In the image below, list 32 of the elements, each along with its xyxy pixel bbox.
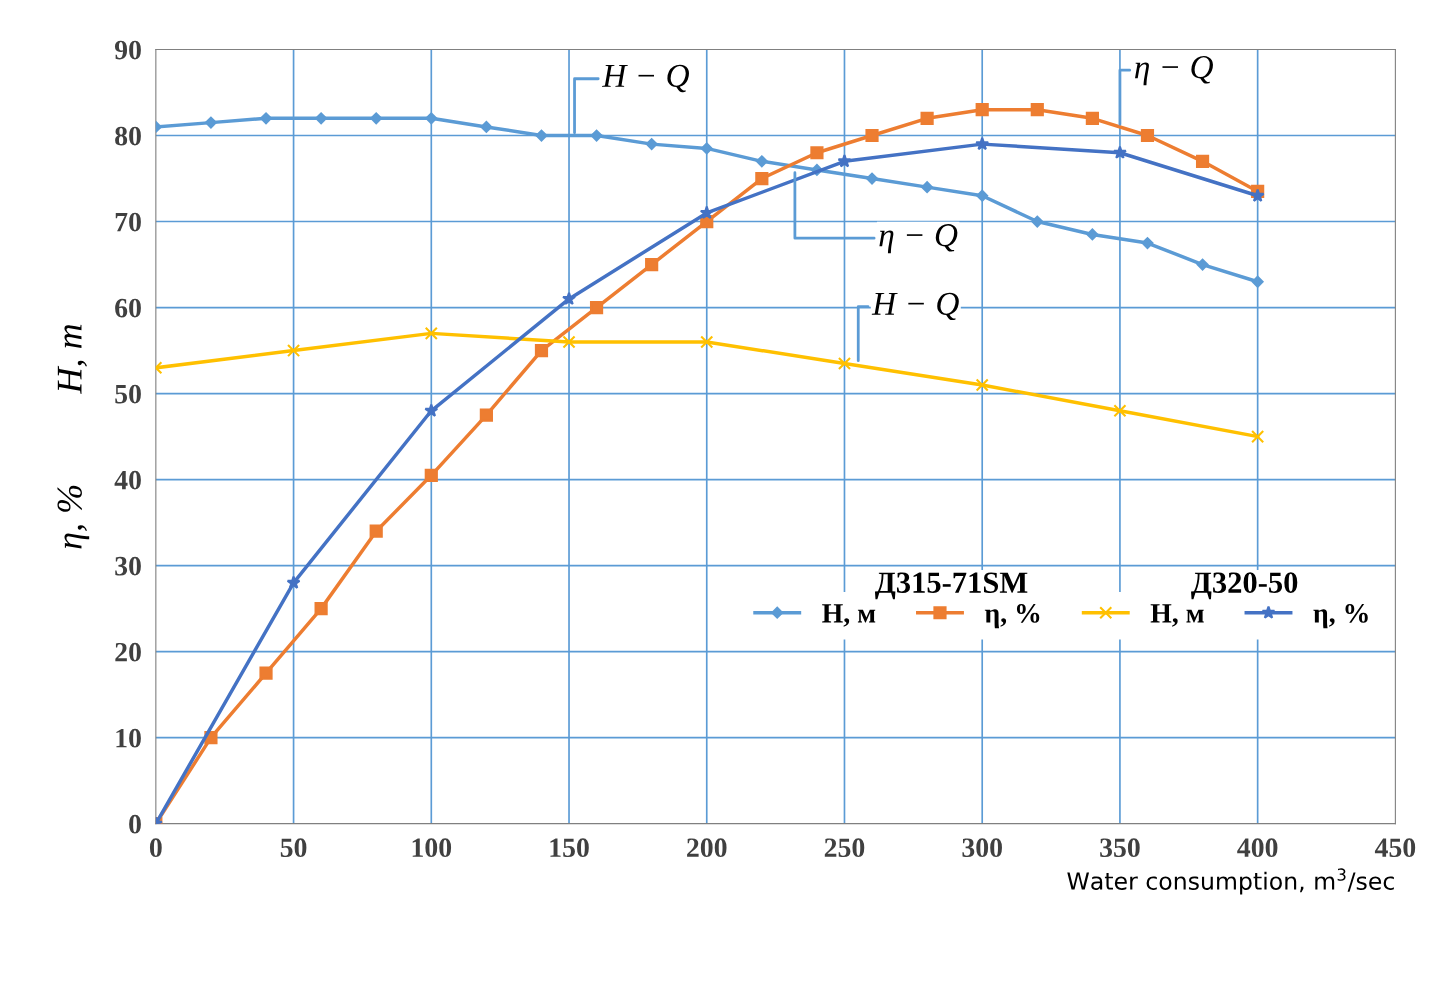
x-tick-label: 350: [1100, 838, 1140, 858]
annotation: η − Q: [1135, 56, 1213, 86]
annotation: Д315-71SM: [874, 572, 1028, 600]
x-tick-label: 200: [687, 838, 727, 858]
y-tick-label: 40: [114, 470, 141, 490]
annotation: η − Q: [879, 224, 958, 254]
x-tick-label: 450: [1374, 838, 1416, 858]
y-tick-label: 0: [129, 814, 141, 834]
y-tick-label: 10: [116, 728, 141, 748]
annotation: H − Q: [601, 64, 689, 93]
x-tick-label: 50: [280, 838, 307, 858]
x-tick-label: 150: [550, 838, 589, 858]
y-axis-title: η, % H, m: [57, 324, 90, 549]
y-tick-label: 50: [115, 384, 141, 404]
x-tick-label: 250: [824, 838, 865, 858]
annotation: H − Q: [871, 292, 959, 321]
x-axis-title: Water consumption, m$^{3}$/sec: [1067, 868, 1394, 895]
y-tick-label: 60: [115, 298, 141, 318]
legend-label: Н, м: [1150, 604, 1204, 627]
y-tick-label: 30: [115, 556, 141, 576]
legend-label: Н, м: [822, 604, 876, 627]
x-tick-label: 100: [412, 838, 452, 858]
annotation: Д320-50: [1191, 572, 1298, 600]
y-tick-label: 80: [115, 126, 141, 146]
legend-label: η, %: [1313, 603, 1368, 629]
x-tick-label: 400: [1237, 838, 1278, 858]
y-tick-label: 70: [115, 212, 141, 232]
y-tick-label: 90: [114, 40, 141, 60]
x-tick-label: 0: [149, 838, 162, 858]
y-tick-label: 20: [115, 642, 141, 662]
x-tick-label: 300: [962, 838, 1002, 858]
legend-label: η, %: [984, 603, 1040, 629]
